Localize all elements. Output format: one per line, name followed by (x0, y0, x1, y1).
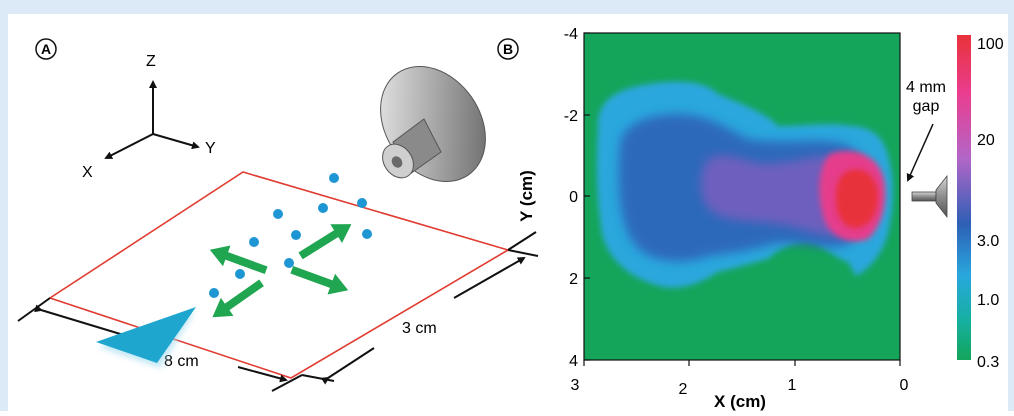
colorbar-tick-label: 20 (977, 132, 995, 149)
x-tick-label: 0 (900, 377, 909, 394)
green-arrow-upper-left (209, 245, 268, 275)
y-axis-label: Y (205, 140, 216, 157)
green-arrow-upper-right (298, 224, 352, 260)
x-axis-label: X (82, 164, 93, 181)
gap-label-line1: 4 mm (906, 79, 946, 96)
x-tick-label: 3 (571, 377, 580, 394)
dimension-lines (17, 231, 539, 392)
dim-3cm-top (453, 257, 526, 299)
panel-a: A Z Y X 8 cm 3 cm (17, 38, 539, 392)
z-axis-label: Z (146, 53, 156, 70)
gap-pointer-arrow (906, 123, 934, 182)
gap-label-line2: gap (913, 98, 940, 115)
x-tick-labels: 3 2 1 0 (571, 377, 909, 398)
flow-arrows (209, 224, 352, 318)
colorbar-tick-label: 3.0 (977, 233, 999, 250)
nozzle-wedge (96, 307, 196, 368)
test-area-outline (48, 171, 510, 379)
dim-width-label: 3 cm (402, 320, 437, 337)
figure-panel: A Z Y X 8 cm 3 cm (8, 14, 1008, 411)
dim-length-label: 8 cm (164, 353, 199, 370)
panel-b-label: B (503, 41, 513, 57)
x-tick-label: 2 (679, 381, 688, 398)
dim-8cm-right (237, 366, 288, 383)
y-axis-title: Y (cm) (517, 170, 536, 222)
panel-a-badge (35, 38, 57, 60)
y-axis-arrow (152, 133, 200, 150)
heatmap (583, 32, 901, 361)
speaker-icon (380, 66, 486, 182)
y-tick-label: -4 (564, 26, 578, 43)
colorbar-tick-labels: 100 20 3.0 1.0 0.3 (977, 36, 1004, 371)
axis-ticks (583, 32, 901, 366)
nozzle-icon (911, 174, 948, 219)
coordinate-axes: Z Y X (82, 53, 216, 181)
x-axis-arrow (104, 133, 154, 159)
y-tick-label: 2 (569, 271, 578, 288)
x-axis-title: X (cm) (714, 392, 766, 411)
y-tick-label: 4 (569, 353, 578, 370)
panel-b: B -4 -2 (497, 26, 1004, 411)
figure-svg: A Z Y X 8 cm 3 cm (17, 26, 1004, 411)
y-tick-labels: -4 -2 0 2 4 (564, 26, 578, 370)
colorbar-gradient (957, 35, 971, 360)
droplets (209, 173, 372, 298)
green-arrow-lower-right (290, 265, 349, 295)
y-tick-label: 0 (569, 189, 578, 206)
x-tick-label: 1 (788, 377, 797, 394)
heatmap-region-peak (836, 169, 878, 228)
panel-a-label: A (41, 41, 51, 57)
colorbar: 100 20 3.0 1.0 0.3 (957, 35, 1004, 371)
dim-3cm-bottom (320, 347, 375, 385)
green-arrow-lower-left (212, 279, 264, 318)
colorbar-tick-label: 1.0 (977, 292, 999, 309)
colorbar-tick-label: 100 (977, 36, 1004, 53)
colorbar-tick-label: 0.3 (977, 354, 999, 371)
y-tick-label: -2 (564, 108, 578, 125)
panel-b-badge (497, 38, 519, 60)
